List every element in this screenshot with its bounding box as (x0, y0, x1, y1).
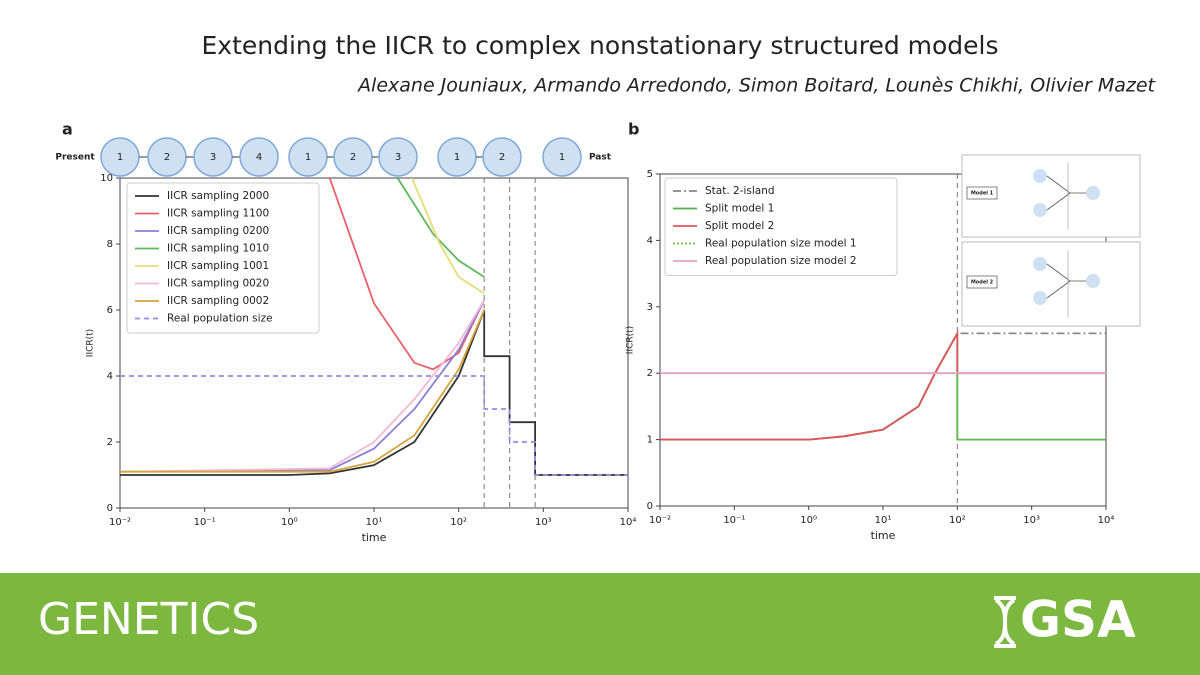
y-tick-label: 0 (107, 503, 113, 514)
deme-label: 4 (256, 152, 262, 163)
series-line (396, 178, 485, 278)
y-tick-label: 0 (647, 501, 653, 512)
x-tick-label: 10⁻² (649, 515, 671, 526)
y-tick-label: 8 (107, 239, 113, 250)
legend-label: IICR sampling 0200 (167, 225, 269, 237)
y-tick-label: 3 (647, 302, 653, 313)
journal-name: GENETICS (38, 594, 259, 645)
x-tick-label: 10⁰ (281, 517, 298, 528)
legend-label: Split model 2 (705, 220, 774, 232)
panel-label: b (628, 120, 639, 139)
legend-label: Split model 1 (705, 203, 774, 215)
legend-label: Real population size (167, 313, 273, 325)
series-line (120, 375, 628, 476)
deme-label: 1 (305, 152, 311, 163)
legend-label: IICR sampling 1100 (167, 208, 269, 220)
deme-label: 2 (164, 152, 170, 163)
x-tick-label: 10² (450, 517, 467, 528)
deme-label: 1 (559, 152, 565, 163)
gsa-icon (994, 596, 1016, 648)
deme-label: 1 (117, 152, 123, 163)
inset-model-2 (961, 241, 1141, 327)
y-axis-label: IICR(t) (626, 326, 636, 354)
legend-label: IICR sampling 0020 (167, 278, 269, 290)
deme-label: 3 (395, 152, 401, 163)
y-tick-label: 10 (100, 173, 113, 184)
legend-label: IICR sampling 1010 (167, 243, 269, 255)
deme (482, 137, 522, 177)
inset-label: Model 1 (971, 191, 994, 197)
legend-label: IICR sampling 1001 (167, 260, 269, 272)
deme-label: 3 (210, 152, 216, 163)
footer-band (0, 573, 1200, 675)
series-line (411, 178, 485, 295)
x-tick-label: 10⁻² (109, 517, 131, 528)
inset-label: Model 2 (971, 280, 994, 286)
deme (239, 137, 279, 177)
y-tick-label: 4 (647, 235, 653, 246)
x-tick-label: 10⁻¹ (194, 517, 216, 528)
x-tick-label: 10¹ (875, 515, 892, 526)
x-tick-label: 10⁴ (620, 517, 637, 528)
series-line (328, 178, 486, 371)
y-tick-label: 2 (647, 368, 653, 379)
x-axis-label: time (362, 531, 387, 544)
deme (542, 137, 582, 177)
deme-label: 2 (499, 152, 505, 163)
y-axis-label: IICR(t) (86, 329, 96, 357)
past-label: Past (589, 153, 612, 163)
panel-label: a (62, 120, 73, 139)
x-tick-label: 10² (949, 515, 966, 526)
x-tick-label: 10¹ (366, 517, 383, 528)
series-line (660, 329, 1106, 441)
deme (378, 137, 418, 177)
series-line (120, 299, 486, 473)
legend-label: IICR sampling 2000 (167, 190, 269, 202)
deme-label: 2 (350, 152, 356, 163)
y-tick-label: 4 (107, 371, 113, 382)
authors: Alexane Jouniaux, Armando Arredondo, Sim… (356, 75, 1156, 97)
legend-label: IICR sampling 0002 (167, 295, 269, 307)
legend-label: Real population size model 2 (705, 255, 857, 267)
x-axis-label: time (871, 529, 896, 542)
legend-box (664, 177, 898, 276)
x-tick-label: 10⁻¹ (723, 515, 745, 526)
x-tick-label: 10³ (535, 517, 552, 528)
series-line (120, 309, 486, 473)
legend-box (126, 182, 320, 334)
x-tick-label: 10³ (1023, 515, 1040, 526)
y-tick-label: 2 (107, 437, 113, 448)
y-tick-label: 6 (107, 305, 113, 316)
inset-model-1 (961, 154, 1141, 238)
y-tick-label: 1 (647, 435, 653, 446)
series-line (120, 299, 485, 473)
gsa-logo: GSA (1020, 591, 1136, 649)
legend-label: Real population size model 1 (705, 238, 857, 250)
x-tick-label: 10⁴ (1098, 515, 1115, 526)
legend-label: Stat. 2-island (705, 185, 775, 197)
title: Extending the IICR to complex nonstation… (201, 31, 998, 60)
x-tick-label: 10⁰ (800, 515, 817, 526)
y-tick-label: 5 (647, 169, 653, 180)
present-label: Present (55, 153, 95, 163)
deme-label: 1 (454, 152, 460, 163)
